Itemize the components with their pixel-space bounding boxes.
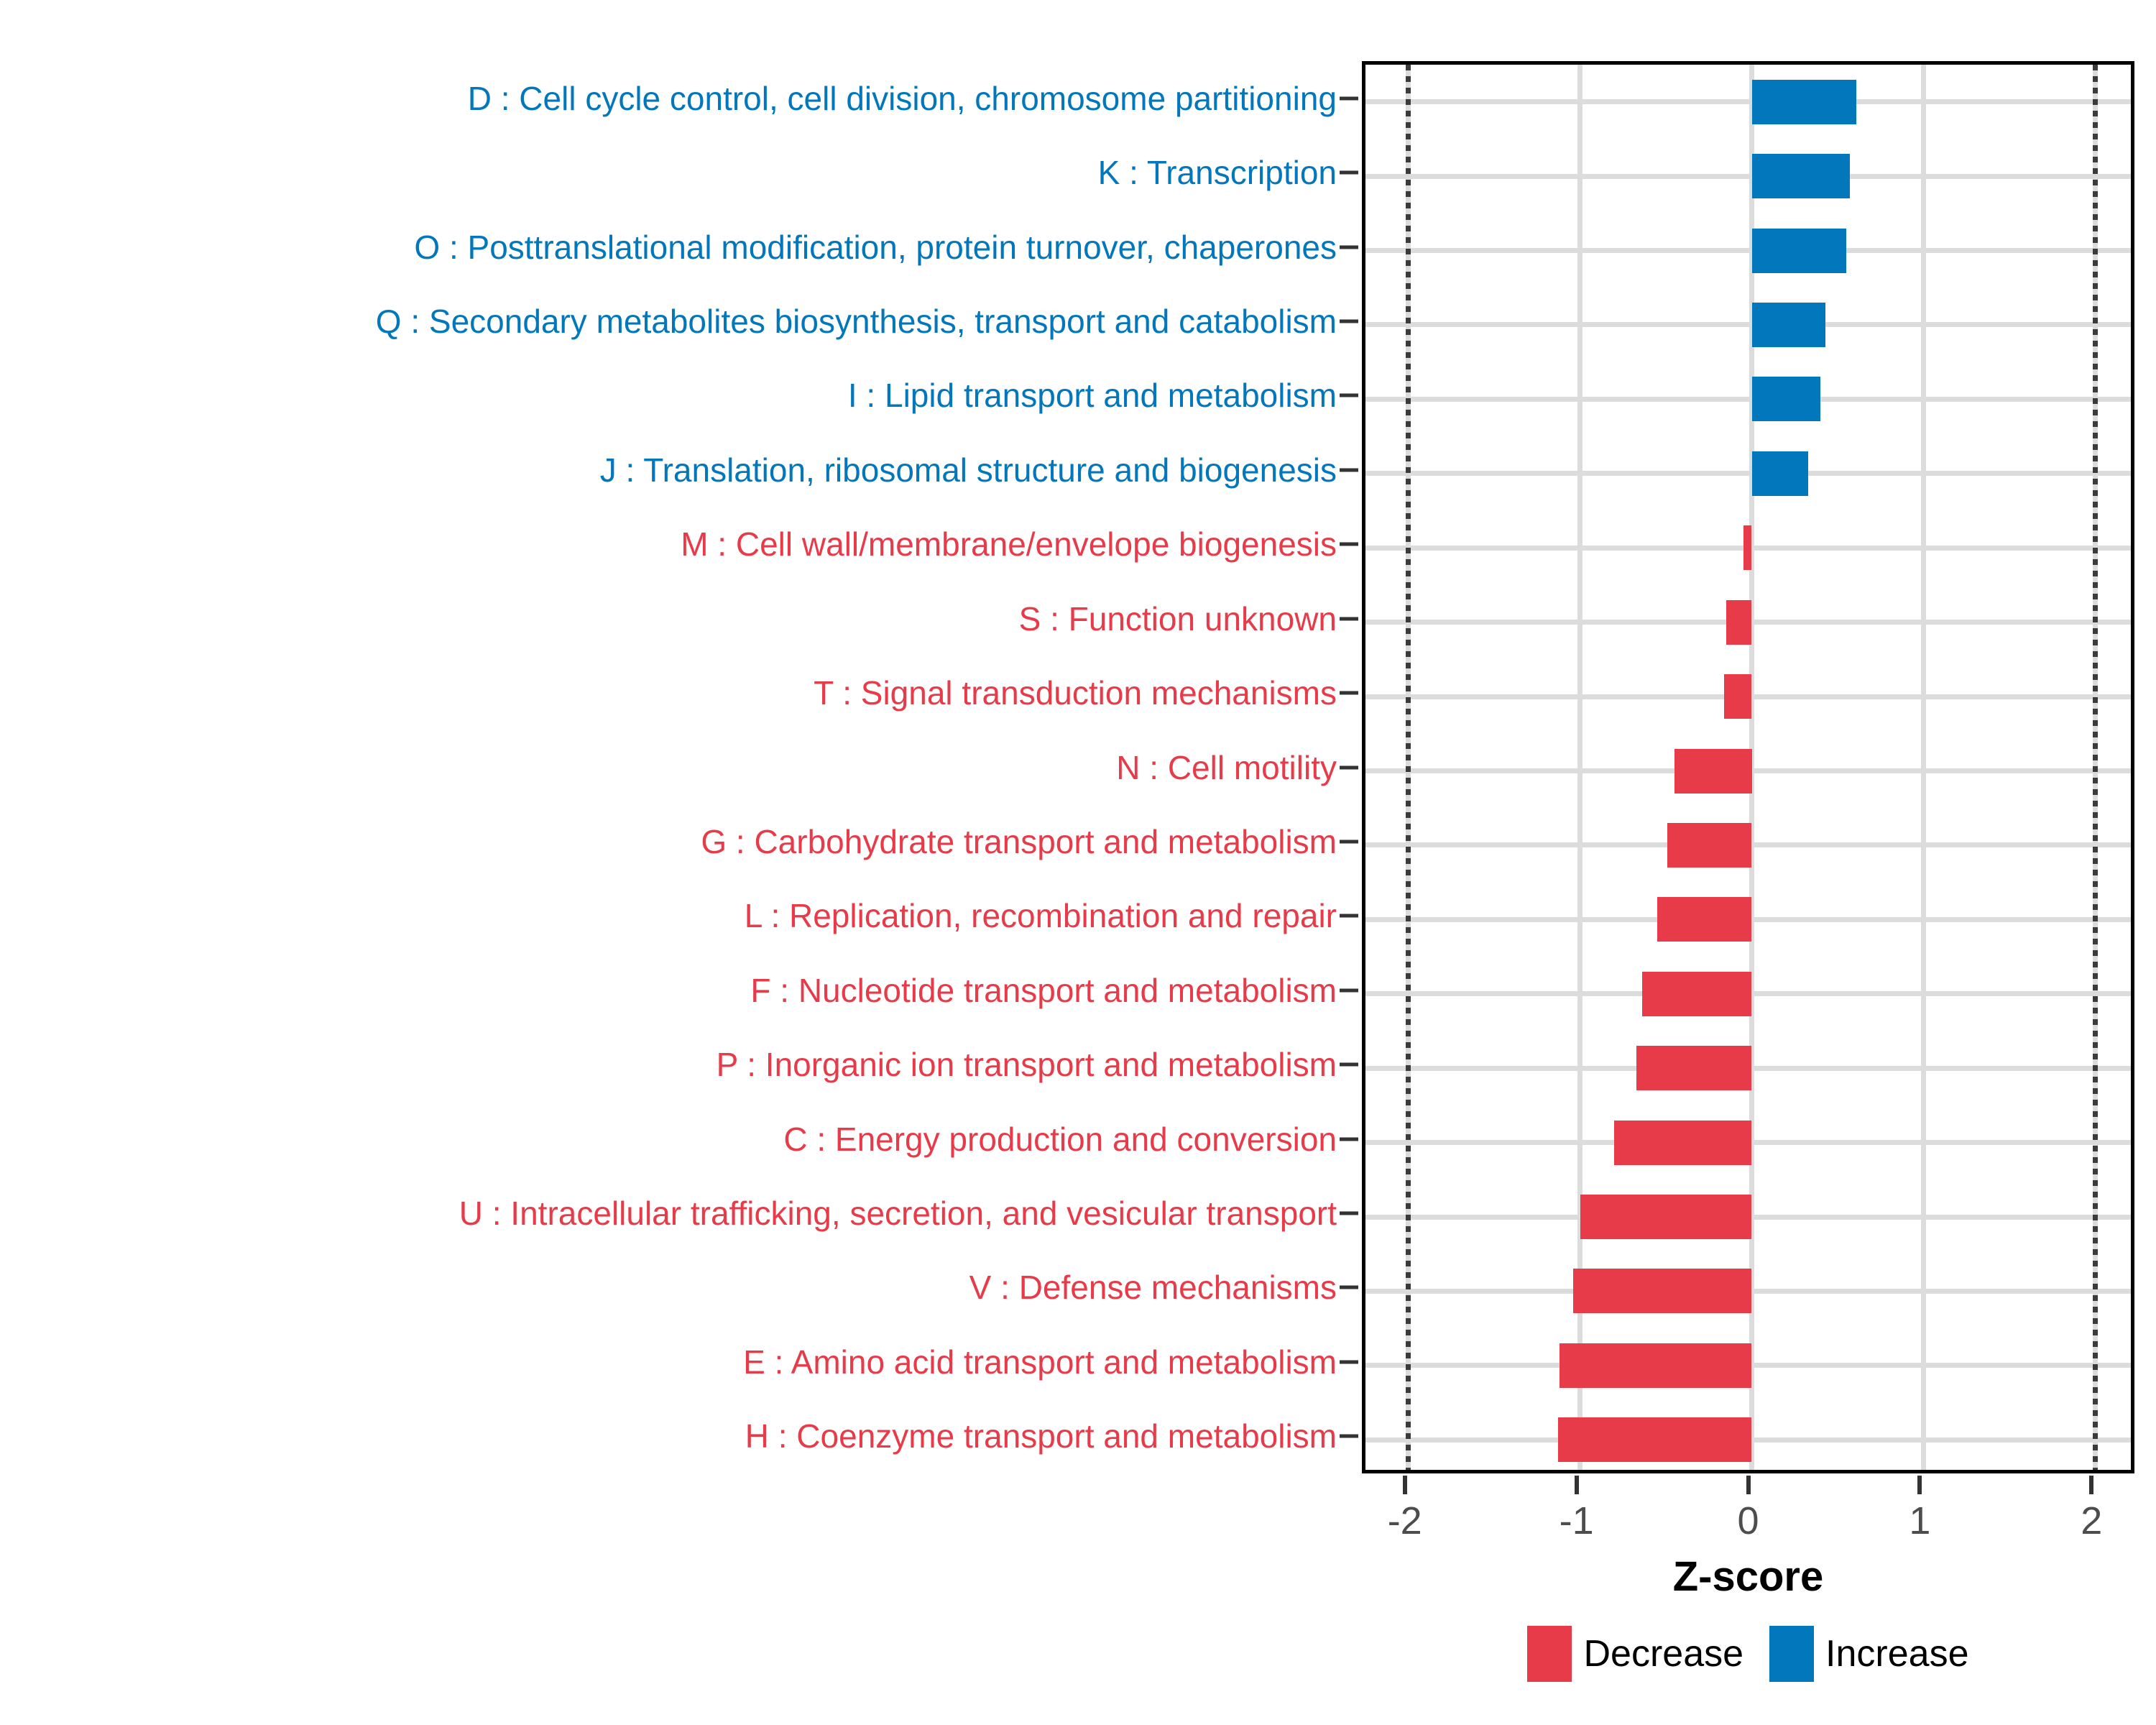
bar: [1751, 377, 1821, 422]
y-axis-tick-mark: [1340, 245, 1358, 249]
plot-panel: [1362, 61, 2134, 1473]
bar: [1557, 1417, 1752, 1463]
y-axis-tick-label: T : Signal transduction mechanisms: [814, 674, 1337, 712]
x-axis-tick-label: 0: [1737, 1499, 1759, 1542]
y-axis-tick-label: G : Carbohydrate transport and metabolis…: [701, 822, 1337, 860]
y-axis-tick-label: V : Defense mechanisms: [969, 1269, 1337, 1307]
legend-item-decrease: Decrease: [1527, 1626, 1743, 1682]
y-axis-tick-label: U : Intracellular trafficking, secretion…: [459, 1195, 1337, 1233]
y-axis-tick-label: L : Replication, recombination and repai…: [744, 897, 1337, 935]
y-axis-tick-label: N : Cell motility: [1116, 748, 1337, 786]
y-axis-tick-mark: [1340, 988, 1358, 993]
bar: [1641, 971, 1752, 1016]
bar: [1743, 525, 1752, 571]
gridline-vertical: [1920, 65, 1926, 1470]
bar: [1674, 748, 1752, 794]
x-axis-tick-label: -2: [1387, 1499, 1422, 1542]
y-axis-tick-label: S : Function unknown: [1018, 599, 1337, 638]
y-axis-tick-label: F : Nucleotide transport and metabolism: [750, 971, 1337, 1009]
bar: [1667, 822, 1752, 868]
reference-line: [2092, 65, 2098, 1470]
y-axis-tick-label: M : Cell wall/membrane/envelope biogenes…: [681, 525, 1337, 564]
y-axis-tick-label: C : Energy production and conversion: [783, 1120, 1337, 1158]
y-axis-tick-label: K : Transcription: [1097, 154, 1337, 192]
gridline-horizontal: [1365, 322, 2131, 328]
bar: [1751, 228, 1846, 273]
bar: [1573, 1269, 1752, 1314]
gridline-vertical: [1749, 65, 1754, 1470]
y-axis-tick-mark: [1340, 1285, 1358, 1289]
y-axis-tick-mark: [1340, 1360, 1358, 1364]
y-axis-tick-label: J : Translation, ribosomal structure and…: [599, 451, 1337, 489]
x-axis-title: Z-score: [1672, 1553, 1824, 1600]
legend: Decrease Increase: [1362, 1626, 2134, 1682]
y-axis-tick-label: O : Posttranslational modification, prot…: [414, 228, 1337, 266]
legend-label-increase: Increase: [1825, 1633, 1969, 1675]
bar: [1751, 451, 1809, 496]
y-axis-tick-mark: [1340, 542, 1358, 546]
bar: [1751, 154, 1850, 199]
gridline-horizontal: [1365, 173, 2131, 179]
x-axis-tick-mark: [1746, 1476, 1751, 1494]
x-axis-tick-mark: [1917, 1476, 1922, 1494]
bar: [1636, 1046, 1752, 1091]
legend-swatch-increase: [1769, 1626, 1815, 1682]
y-axis-tick-mark: [1340, 914, 1358, 918]
x-axis-tick-label: 1: [1909, 1499, 1931, 1542]
y-axis-tick-label: I : Lipid transport and metabolism: [847, 377, 1337, 415]
bar: [1580, 1195, 1752, 1240]
x-axis-tick-mark: [2089, 1476, 2094, 1494]
gridline-horizontal: [1365, 396, 2131, 402]
y-axis-tick-mark: [1340, 765, 1358, 769]
y-axis-tick-label: E : Amino acid transport and metabolism: [743, 1343, 1337, 1381]
y-axis-tick-mark: [1340, 617, 1358, 621]
y-axis-tick-label: Q : Secondary metabolites biosynthesis, …: [375, 302, 1337, 340]
gridline-vertical: [1577, 65, 1583, 1470]
bar: [1614, 1120, 1752, 1165]
bar: [1751, 79, 1857, 124]
x-axis-tick-mark: [1574, 1476, 1579, 1494]
bar: [1726, 599, 1752, 645]
y-axis-label-column: D : Cell cycle control, cell division, c…: [0, 61, 1358, 1473]
legend-swatch-decrease: [1527, 1626, 1572, 1682]
y-axis-tick-mark: [1340, 96, 1358, 101]
y-axis-tick-label: H : Coenzyme transport and metabolism: [745, 1417, 1337, 1455]
bar: [1657, 897, 1752, 942]
y-axis-tick-label: D : Cell cycle control, cell division, c…: [467, 79, 1337, 117]
bar: [1724, 674, 1752, 719]
y-axis-tick-mark: [1340, 468, 1358, 472]
bar: [1751, 302, 1826, 347]
legend-item-increase: Increase: [1769, 1626, 1969, 1682]
y-axis-tick-mark: [1340, 170, 1358, 175]
gridline-horizontal: [1365, 99, 2131, 105]
y-axis-tick-mark: [1340, 1062, 1358, 1067]
y-axis-tick-label: P : Inorganic ion transport and metaboli…: [716, 1046, 1337, 1084]
y-axis-tick-mark: [1340, 319, 1358, 323]
x-axis-tick-label: 2: [2081, 1499, 2103, 1542]
y-axis-tick-mark: [1340, 1211, 1358, 1215]
gridline-horizontal: [1365, 248, 2131, 254]
legend-label-decrease: Decrease: [1583, 1633, 1744, 1675]
bar: [1559, 1343, 1752, 1388]
x-axis-tick-mark: [1402, 1476, 1407, 1494]
y-axis-tick-mark: [1340, 1434, 1358, 1438]
reference-line: [1406, 65, 1411, 1470]
y-axis-tick-mark: [1340, 1137, 1358, 1141]
y-axis-tick-mark: [1340, 393, 1358, 397]
y-axis-tick-mark: [1340, 840, 1358, 844]
x-axis-tick-label: -1: [1559, 1499, 1594, 1542]
y-axis-tick-mark: [1340, 691, 1358, 695]
gridline-horizontal: [1365, 471, 2131, 477]
